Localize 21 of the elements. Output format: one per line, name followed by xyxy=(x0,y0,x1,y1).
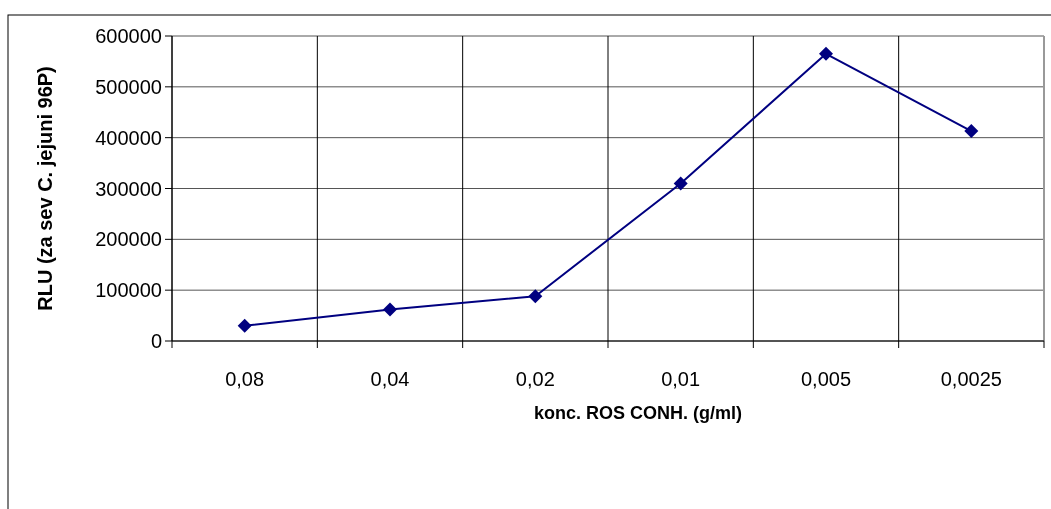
x-tick-label: 0,08 xyxy=(225,368,265,390)
point xyxy=(528,289,543,304)
y-tick-label: 400000 xyxy=(95,126,162,149)
point xyxy=(673,176,688,191)
y-axis-title: RLU (za sev C. jejuni 96P) xyxy=(34,66,56,311)
y-tick-label: 600000 xyxy=(95,25,162,47)
point xyxy=(383,302,397,317)
x-tick-label: 0,01 xyxy=(661,368,701,390)
y-tick-label: 200000 xyxy=(95,228,162,251)
y-tick-label: 0 xyxy=(150,330,162,352)
x-tick-label: 0,005 xyxy=(800,368,852,390)
x-axis-title: konc. ROS CONH. (g/ml) xyxy=(533,403,743,423)
x-tick-label: 0,0025 xyxy=(940,368,1002,390)
point xyxy=(819,46,833,61)
y-tick-label: 500000 xyxy=(95,75,162,98)
point xyxy=(237,318,252,333)
x-tick-label: 0,02 xyxy=(515,368,555,390)
point xyxy=(964,124,979,139)
y-tick-label: 100000 xyxy=(95,279,162,302)
y-tick-label: 300000 xyxy=(95,177,162,200)
x-tick-label: 0,04 xyxy=(370,368,410,390)
